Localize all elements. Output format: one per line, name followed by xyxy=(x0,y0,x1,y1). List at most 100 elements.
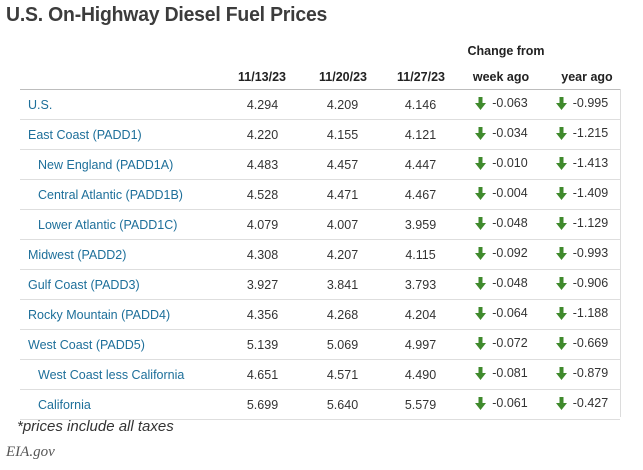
price-cell-d3: 4.447 xyxy=(382,149,459,180)
down-arrow-icon xyxy=(475,336,487,350)
header-divider xyxy=(20,89,621,90)
down-arrow-icon xyxy=(475,306,487,320)
down-arrow-icon xyxy=(555,216,567,230)
change-value-group: -0.034 xyxy=(475,126,528,141)
change-cell-week: -0.063 xyxy=(459,90,544,120)
down-arrow-icon xyxy=(555,276,567,290)
change-value: -0.061 xyxy=(492,396,528,411)
change-value: -0.010 xyxy=(492,156,528,171)
price-cell-d2: 4.457 xyxy=(303,149,382,180)
change-cell-year: -0.879 xyxy=(544,359,620,390)
region-link[interactable]: Rocky Mountain (PADD4) xyxy=(20,299,222,330)
down-arrow-icon xyxy=(555,186,567,200)
change-cell-week: -0.048 xyxy=(459,269,544,300)
change-value: -0.034 xyxy=(492,126,528,141)
down-arrow-icon xyxy=(555,156,567,170)
change-value: -1.413 xyxy=(572,156,609,171)
table-row: Rocky Mountain (PADD4) 4.356 4.268 4.204 -0.… xyxy=(20,299,620,330)
change-cell-week: -0.061 xyxy=(459,389,544,420)
price-cell-d2: 4.571 xyxy=(303,359,382,390)
change-value-group: -0.048 xyxy=(475,216,528,230)
change-value: -0.081 xyxy=(492,366,528,381)
down-arrow-icon xyxy=(555,396,567,410)
table-row: East Coast (PADD1) 4.220 4.155 4.121 -0.034 -… xyxy=(20,119,620,150)
region-link[interactable]: U.S. xyxy=(20,90,222,120)
price-cell-d1: 4.528 xyxy=(222,179,303,210)
change-cell-year: -0.993 xyxy=(544,239,620,270)
change-value: -0.427 xyxy=(572,396,609,411)
change-cell-year: -1.188 xyxy=(544,299,620,330)
price-cell-d1: 4.483 xyxy=(222,149,303,180)
price-cell-d3: 4.121 xyxy=(382,119,459,150)
change-value-group: -0.063 xyxy=(475,96,528,110)
down-arrow-icon xyxy=(555,336,567,350)
change-cell-year: -1.129 xyxy=(544,209,620,240)
price-cell-d3: 4.490 xyxy=(382,359,459,390)
table-row: Midwest (PADD2) 4.308 4.207 4.115 -0.092 -0.9… xyxy=(20,239,620,270)
table-row: Central Atlantic (PADD1B) 4.528 4.471 4.467… xyxy=(20,179,620,210)
change-cell-year: -0.669 xyxy=(544,329,620,360)
down-arrow-icon xyxy=(475,156,487,170)
price-cell-d3: 3.793 xyxy=(382,269,459,300)
column-header-date-2: 11/20/23 xyxy=(319,70,367,84)
change-cell-year: -0.906 xyxy=(544,269,620,300)
change-value: -1.129 xyxy=(572,216,609,231)
change-cell-year: -0.427 xyxy=(544,389,620,420)
price-cell-d1: 4.220 xyxy=(222,119,303,150)
change-value: -0.092 xyxy=(492,246,528,261)
change-cell-year: -1.215 xyxy=(544,119,620,150)
down-arrow-icon xyxy=(555,126,567,140)
down-arrow-icon xyxy=(555,306,567,320)
down-arrow-icon xyxy=(475,186,487,200)
change-cell-week: -0.004 xyxy=(459,179,544,210)
change-value-group: -0.064 xyxy=(475,306,528,320)
region-link[interactable]: Central Atlantic (PADD1B) xyxy=(20,179,222,210)
region-link[interactable]: Midwest (PADD2) xyxy=(20,239,222,270)
column-header-date-3: 11/27/23 xyxy=(397,70,445,84)
price-cell-d2: 4.007 xyxy=(303,209,382,240)
price-cell-d2: 4.207 xyxy=(303,239,382,270)
region-link[interactable]: Gulf Coast (PADD3) xyxy=(20,269,222,300)
column-header-year-ago: year ago xyxy=(561,70,613,84)
change-value-group: -1.215 xyxy=(555,126,608,140)
change-cell-week: -0.081 xyxy=(459,359,544,390)
down-arrow-icon xyxy=(475,366,487,380)
change-value-group: -0.669 xyxy=(555,336,609,351)
footnote: *prices include all taxes xyxy=(17,418,174,435)
change-value: -0.669 xyxy=(572,336,609,351)
source-label: EIA.gov xyxy=(6,444,55,460)
table-row: Lower Atlantic (PADD1C) 4.079 4.007 3.959 -0… xyxy=(20,209,620,240)
region-link[interactable]: East Coast (PADD1) xyxy=(20,119,222,150)
region-link[interactable]: Lower Atlantic (PADD1C) xyxy=(20,209,222,240)
change-value-group: -1.129 xyxy=(555,216,609,231)
price-cell-d3: 4.146 xyxy=(382,90,459,120)
change-value: -0.995 xyxy=(572,96,609,111)
down-arrow-icon xyxy=(475,276,487,290)
change-value: -0.993 xyxy=(572,246,609,261)
column-header-week-ago: week ago xyxy=(472,70,530,84)
region-link[interactable]: West Coast (PADD5) xyxy=(20,329,222,360)
change-value: -0.879 xyxy=(572,366,609,381)
change-value-group: -0.906 xyxy=(555,276,608,290)
change-value-group: -0.092 xyxy=(475,246,528,261)
change-value-group: -0.427 xyxy=(555,396,609,411)
price-cell-d3: 4.204 xyxy=(382,299,459,330)
price-cell-d2: 4.268 xyxy=(303,299,382,330)
table-body: U.S. 4.294 4.209 4.146 -0.063 -0.995 East Coas… xyxy=(20,90,620,420)
region-link[interactable]: West Coast less California xyxy=(20,359,222,390)
region-link[interactable]: California xyxy=(20,389,222,420)
table-row: California 5.699 5.640 5.579 -0.061 -0.427 xyxy=(20,389,620,420)
change-value-group: -0.048 xyxy=(475,276,528,290)
down-arrow-icon xyxy=(555,366,567,380)
price-cell-d3: 4.467 xyxy=(382,179,459,210)
change-cell-week: -0.092 xyxy=(459,239,544,270)
table-row: West Coast (PADD5) 5.139 5.069 4.997 -0.072 -… xyxy=(20,329,620,360)
column-header-date-1: 11/13/23 xyxy=(238,70,286,84)
region-link[interactable]: New England (PADD1A) xyxy=(20,149,222,180)
price-cell-d1: 4.294 xyxy=(222,90,303,120)
change-value-group: -0.081 xyxy=(475,366,528,381)
change-cell-week: -0.034 xyxy=(459,119,544,150)
price-cell-d1: 4.356 xyxy=(222,299,303,330)
price-cell-d1: 4.308 xyxy=(222,239,303,270)
change-value: -1.188 xyxy=(572,306,609,321)
